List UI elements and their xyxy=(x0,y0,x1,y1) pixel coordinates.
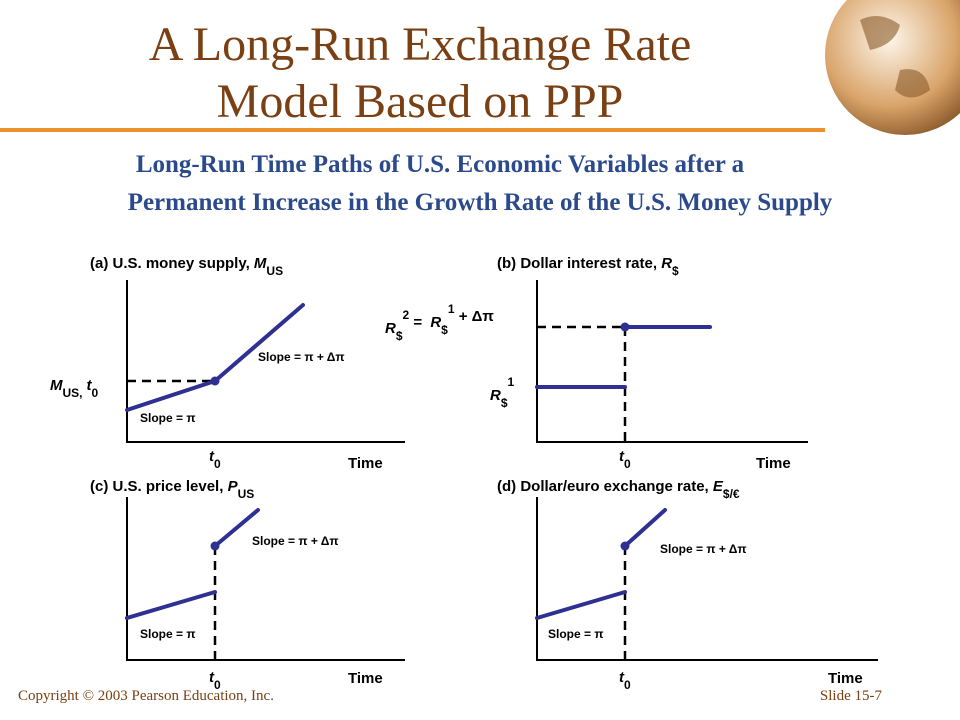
text: 0 xyxy=(92,386,99,400)
title: Model Based on PPP xyxy=(217,75,624,128)
slope-label: Slope = π + Δπ xyxy=(258,350,345,364)
text: 0 xyxy=(624,678,631,692)
slide-number: Slide 15-7 xyxy=(820,688,883,704)
text: $ xyxy=(441,323,448,337)
x-label: Time xyxy=(348,670,383,687)
slope-label: Slope = π xyxy=(548,627,604,641)
text: 2 xyxy=(403,308,410,322)
t0-label: t0 xyxy=(619,448,631,471)
t0-label: t0 xyxy=(619,669,631,692)
subtitle: Long-Run Time Paths of U.S. Economic Var… xyxy=(136,151,745,178)
text: R xyxy=(661,255,672,272)
text: (a) U.S. money supply, xyxy=(90,255,254,272)
text: 0 xyxy=(214,678,221,692)
slope-label: Slope = π + Δπ xyxy=(252,534,339,548)
globe xyxy=(825,0,960,135)
axes xyxy=(536,497,878,661)
text: 1 xyxy=(448,302,455,316)
text: + Δπ xyxy=(455,308,495,325)
path xyxy=(213,508,260,548)
text: R xyxy=(430,314,441,331)
text: P xyxy=(228,478,239,495)
subtitle: Permanent Increase in the Growth Rate of… xyxy=(128,189,833,216)
title: A Long-Run Exchange Rate xyxy=(149,18,692,71)
slope-label: Slope = π xyxy=(140,411,196,425)
point xyxy=(620,541,630,551)
point xyxy=(620,322,630,332)
text: $ xyxy=(672,264,679,278)
x-label: Time xyxy=(828,670,863,687)
text: (b) Dollar interest rate, xyxy=(497,255,661,272)
path xyxy=(125,590,217,620)
text: 0 xyxy=(624,457,631,471)
panel-d: (d) Dollar/euro exchange rate, E$/€ Slop… xyxy=(497,478,878,692)
copyright: Copyright © 2003 Pearson Education, Inc. xyxy=(18,688,274,704)
panel-title: (b) Dollar interest rate, R$ xyxy=(497,255,679,278)
point xyxy=(210,376,220,386)
panel-c: (c) U.S. price level, PUS Slope = π Slop… xyxy=(90,478,405,692)
panel-title: (a) U.S. money supply, MUS xyxy=(90,255,283,278)
panel-title: (d) Dollar/euro exchange rate, E$/€ xyxy=(497,478,740,501)
text: t xyxy=(619,448,625,465)
text: t xyxy=(209,669,215,686)
text: (d) Dollar/euro exchange rate, xyxy=(497,478,713,495)
text: E xyxy=(713,478,724,495)
text: t xyxy=(619,669,625,686)
text: $/€ xyxy=(723,487,740,501)
axes xyxy=(536,280,808,443)
text: US xyxy=(238,487,255,501)
axes xyxy=(126,497,405,661)
text: M xyxy=(50,377,63,394)
text: R xyxy=(490,387,501,404)
globe-land xyxy=(860,16,930,98)
t0-label: t0 xyxy=(209,669,221,692)
upper-label: R$2 = R$1 + Δπ xyxy=(385,302,494,343)
text: R xyxy=(385,320,396,337)
text: t xyxy=(87,377,93,394)
text: 0 xyxy=(214,457,221,471)
text: 1 xyxy=(508,375,515,389)
path xyxy=(535,590,627,620)
point xyxy=(210,541,220,551)
slope-label: Slope = π xyxy=(140,627,196,641)
text: US xyxy=(266,264,283,278)
panel-b: (b) Dollar interest rate, R$ R$2 = R$1 +… xyxy=(385,255,808,472)
x-label: Time xyxy=(756,455,791,472)
slope-label: Slope = π + Δπ xyxy=(660,542,747,556)
text: $ xyxy=(396,329,403,343)
text: M xyxy=(254,255,267,272)
panel-a: (a) U.S. money supply, MUS Slope = π Slo… xyxy=(50,255,405,472)
level-label: MUS, t0 xyxy=(50,377,99,400)
panel-title: (c) U.S. price level, PUS xyxy=(90,478,254,501)
path xyxy=(623,508,667,548)
axes xyxy=(126,280,405,443)
t0-label: t0 xyxy=(209,448,221,471)
text: (c) U.S. price level, xyxy=(90,478,228,495)
text: US, xyxy=(63,386,83,400)
text: t xyxy=(209,448,215,465)
x-label: Time xyxy=(348,455,383,472)
text: $ xyxy=(501,396,508,410)
text: = xyxy=(409,314,426,331)
lower-label: R$1 xyxy=(490,375,515,410)
